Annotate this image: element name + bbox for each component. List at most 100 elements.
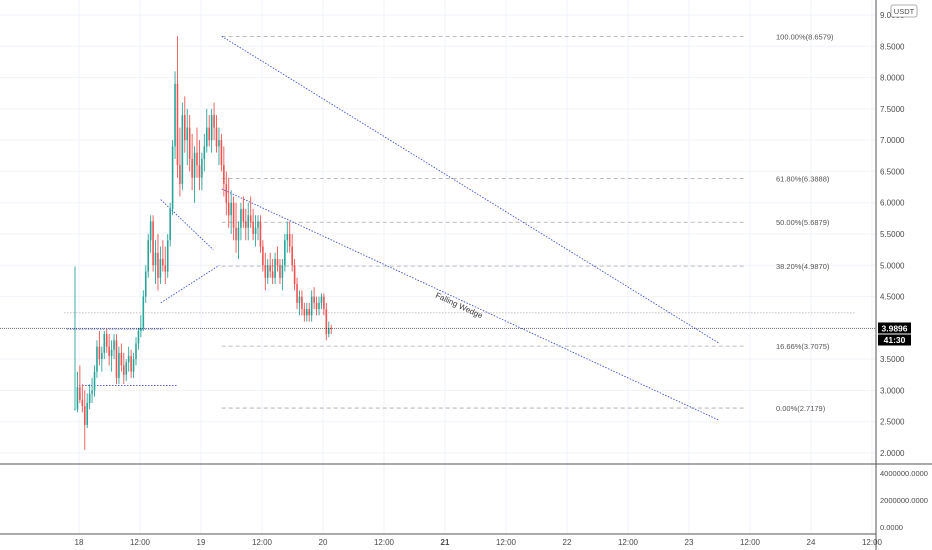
pennant-upper-line[interactable] [160,199,214,250]
candle [130,349,132,378]
wedge-lower-line[interactable] [221,188,720,421]
price-axis[interactable]: 9.00008.50008.00007.50007.00006.50006.00… [880,11,905,458]
time-tick-label: 12:00 [740,538,761,547]
time-axis[interactable]: 18 12:00 19 12:00 20 12:00 21 12:00 22 12:00 23 12:… [75,538,883,547]
candle [232,196,235,241]
candle-body [271,271,274,278]
candle [159,246,162,285]
candle-body [257,221,259,228]
candle [135,337,137,366]
candle-countdown: 41:30 [884,335,906,345]
candle [298,290,301,316]
price-tick-label: 5.5000 [880,230,905,239]
candle [137,327,140,350]
candle [76,371,79,413]
candle [254,215,257,247]
candle [235,202,237,253]
candle [196,127,198,178]
candle [86,393,88,428]
fib-level-label: 50.00%(5.6879) [776,218,830,227]
candle-body [284,240,286,266]
fibonacci-retracement[interactable]: 100.00%(8.6579) 61.80%(6.3888) 50.00%(5.68… [221,32,834,413]
time-tick-label: 18 [75,538,84,547]
fib-level-label: 0.00%(2.7179) [776,404,826,413]
price-tick-label: 2.0000 [880,449,905,458]
candle-body [105,334,108,347]
candle [123,352,125,385]
candle-body [205,127,208,147]
candle-body [123,365,125,375]
candle [279,259,281,285]
currency-label: USDT [894,7,915,16]
candle [93,365,96,397]
trend-lines[interactable] [64,35,857,421]
volume-axis[interactable]: 4000000.0000 2000000.0000 0.0000 [880,469,928,532]
candle [103,330,106,360]
candle [296,277,298,310]
candle-body [120,352,123,366]
candle-body [242,208,245,222]
wedge-upper-line[interactable] [221,35,720,344]
candle-body [132,359,135,372]
candle-body [262,246,264,266]
candle-body [247,215,250,228]
time-tick-label: 12:00 [374,538,395,547]
candle [325,302,328,341]
candle-body [176,83,179,166]
candle [81,384,84,413]
candle [205,108,208,153]
candle-body [125,362,128,375]
candle-body [154,252,157,266]
candle-body [127,356,130,363]
candle [308,302,311,322]
candle-body [135,343,137,360]
candle-body [83,406,86,425]
candle [286,221,289,253]
candle [110,340,113,372]
candle-body [225,183,228,203]
price-tick-label: 7.0000 [880,136,905,145]
candle [227,177,230,228]
candle [230,190,232,234]
candle-body [179,165,181,184]
candle [252,208,254,241]
candle-body [201,158,203,178]
candle-body [245,221,247,228]
candle-body [266,265,269,278]
candle [125,359,128,382]
fib-level-label: 61.80%(6.3888) [776,174,830,183]
candle [330,324,332,335]
candle-body [259,221,262,247]
candle-body [91,390,93,394]
fib-level-label: 100.00%(8.6579) [776,32,834,41]
candle-body [269,265,271,272]
candle [281,259,284,291]
candle [147,234,149,278]
time-tick-label: 12:00 [618,538,639,547]
candle-body [196,152,198,166]
candle-body [208,127,210,141]
candle [171,140,174,216]
candle [115,334,118,385]
time-tick-label: 24 [807,538,816,547]
candle [101,346,103,372]
candle [105,329,108,353]
candle-body [252,221,254,234]
candle [132,352,135,378]
last-price-value: 3.9896 [882,324,908,334]
candle [140,315,142,338]
candle-body [76,387,79,410]
pennant-lower-line[interactable] [160,264,220,304]
candle [127,346,130,372]
candle-body [144,271,147,297]
candle [225,171,228,216]
candle-body [291,246,293,266]
currency-badge[interactable]: USDT [890,4,918,18]
candle-body [264,265,267,278]
candle-body [318,302,320,310]
time-tick-label: 12:00 [496,538,517,547]
candle-body [79,387,81,400]
candle [274,252,276,285]
candle-body [171,146,174,209]
candle-body [293,265,296,285]
